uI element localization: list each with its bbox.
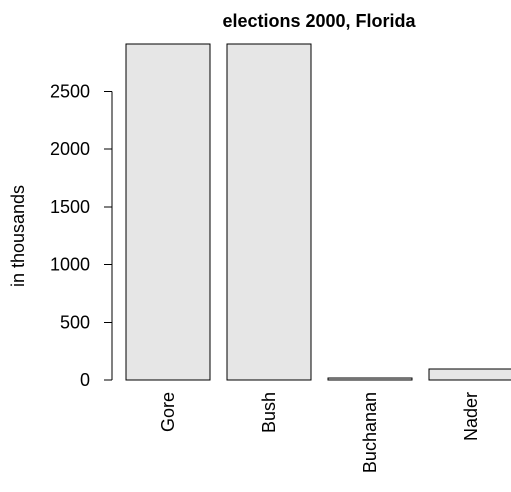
y-tick-label-3: 1500	[50, 197, 90, 217]
bars-layer	[125, 43, 511, 381]
category-label-gore: Gore	[158, 392, 178, 432]
y-tick-label-4: 2000	[50, 139, 90, 159]
bar-nader	[428, 368, 511, 381]
bar-bush	[226, 43, 312, 381]
chart-title: elections 2000, Florida	[222, 11, 416, 31]
category-label-bush: Bush	[259, 392, 279, 433]
y-tick-label-5: 2500	[50, 82, 90, 102]
bar-buchanan	[327, 377, 413, 381]
y-tick-label-1: 500	[60, 312, 90, 332]
y-tick-label-2: 1000	[50, 255, 90, 275]
bar-gore	[125, 43, 211, 381]
category-label-nader: Nader	[461, 392, 481, 441]
y-tick-label-0: 0	[80, 370, 90, 390]
category-label-buchanan: Buchanan	[360, 392, 380, 473]
x-labels-layer: Gore Bush Buchanan Nader	[158, 392, 481, 473]
y-axis: 0 500 1000 1500 2000 2500	[50, 82, 113, 390]
y-axis-label: in thousands	[8, 185, 28, 287]
